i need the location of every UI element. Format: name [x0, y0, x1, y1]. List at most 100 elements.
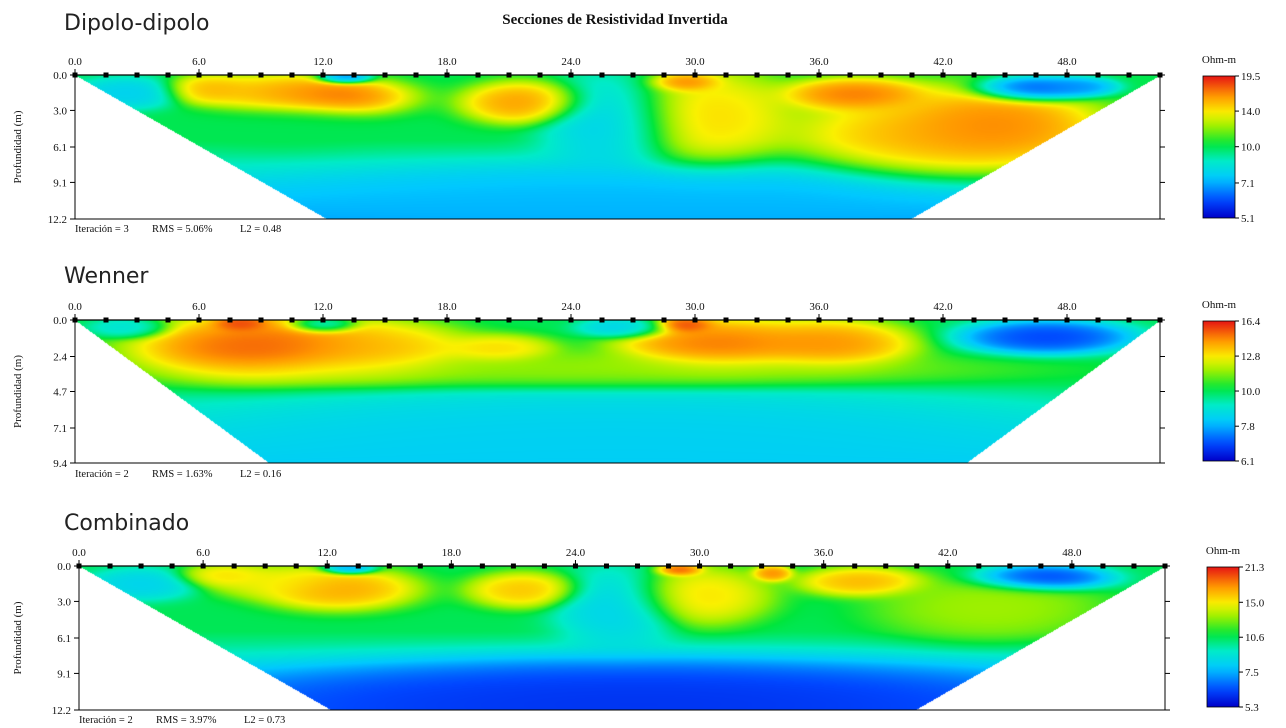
- colorbar-tick-label: 10.0: [1241, 142, 1261, 154]
- electrode-marker: [1126, 72, 1132, 78]
- y-tick-label: 9.1: [53, 177, 67, 189]
- electrode-marker: [790, 563, 796, 569]
- colorbar-tick-label: 6.1: [1241, 456, 1255, 468]
- x-tick-label: 36.0: [809, 56, 829, 68]
- electrode-marker: [1007, 563, 1013, 569]
- rms-text: RMS = 1.63%: [152, 469, 213, 480]
- l2-text: L2 = 0.16: [240, 469, 281, 480]
- electrode-marker: [506, 317, 512, 323]
- electrode-marker: [661, 317, 667, 323]
- rms-text: RMS = 3.97%: [156, 715, 217, 726]
- x-tick-label: 24.0: [566, 547, 586, 559]
- colorbar-tick-label: 10.6: [1245, 632, 1265, 644]
- l2-text: L2 = 0.73: [244, 715, 285, 726]
- electrode-marker: [417, 563, 423, 569]
- y-tick-label: 0.0: [57, 561, 71, 573]
- electrode-marker: [541, 563, 547, 569]
- electrode-marker: [258, 317, 264, 323]
- electrode-marker: [351, 72, 357, 78]
- electrode-marker: [103, 317, 109, 323]
- electrode-marker: [537, 72, 543, 78]
- iteration-text: Iteración = 2: [79, 715, 133, 726]
- x-tick-label: 24.0: [561, 301, 581, 313]
- section-title: Combinado: [64, 511, 189, 536]
- colorbar-tick-label: 14.0: [1241, 106, 1261, 118]
- electrode-marker: [754, 317, 760, 323]
- electrode-marker: [878, 317, 884, 323]
- electrode-marker: [1033, 72, 1039, 78]
- x-tick-label: 48.0: [1057, 301, 1077, 313]
- electrode-marker: [138, 563, 144, 569]
- colorbar-tick-label: 7.1: [1241, 178, 1255, 190]
- colorbar-tick-label: 7.5: [1245, 667, 1259, 679]
- y-axis-label: Profundidad (m): [12, 601, 24, 674]
- x-tick-label: 30.0: [685, 56, 705, 68]
- iteration-text: Iteración = 3: [75, 224, 129, 235]
- electrode-marker: [169, 563, 175, 569]
- electrode-marker: [475, 72, 481, 78]
- electrode-marker: [227, 317, 233, 323]
- y-tick-label: 12.2: [52, 705, 71, 717]
- x-tick-label: 6.0: [196, 547, 210, 559]
- rms-text: RMS = 5.06%: [152, 224, 213, 235]
- electrode-marker: [754, 72, 760, 78]
- x-tick-label: 0.0: [68, 56, 82, 68]
- electrode-marker: [1126, 317, 1132, 323]
- resistivity-section-heatmap: [75, 75, 1160, 219]
- y-tick-label: 9.4: [53, 458, 67, 470]
- electrode-marker: [475, 317, 481, 323]
- x-tick-label: 18.0: [437, 301, 457, 313]
- electrode-marker: [847, 317, 853, 323]
- colorbar-unit: Ohm-m: [1202, 54, 1237, 66]
- x-tick-label: 18.0: [442, 547, 462, 559]
- electrode-marker: [914, 563, 920, 569]
- electrode-marker: [103, 72, 109, 78]
- electrode-marker: [413, 72, 419, 78]
- electrode-marker: [728, 563, 734, 569]
- electrode-marker: [1002, 72, 1008, 78]
- x-tick-label: 48.0: [1062, 547, 1082, 559]
- y-tick-label: 9.1: [57, 668, 71, 680]
- electrode-marker: [976, 563, 982, 569]
- electrode-marker: [661, 72, 667, 78]
- colorbar-tick-label: 10.0: [1241, 386, 1261, 398]
- colorbar-unit: Ohm-m: [1202, 299, 1237, 311]
- electrode-marker: [382, 317, 388, 323]
- electrode-marker: [289, 72, 295, 78]
- electrode-marker: [382, 72, 388, 78]
- electrode-marker: [666, 563, 672, 569]
- electrode-marker: [479, 563, 485, 569]
- y-tick-label: 3.0: [53, 105, 67, 117]
- electrode-marker: [909, 317, 915, 323]
- electrode-marker: [165, 72, 171, 78]
- figure-title: Secciones de Resistividad Invertida: [502, 12, 728, 28]
- electrode-marker: [413, 317, 419, 323]
- resistivity-section-heatmap: [75, 320, 1160, 463]
- y-tick-label: 2.4: [53, 352, 67, 364]
- colorbar-tick-label: 21.3: [1245, 562, 1265, 574]
- electrode-marker: [971, 72, 977, 78]
- x-tick-label: 12.0: [313, 56, 333, 68]
- electrode-marker: [351, 317, 357, 323]
- electrode-marker: [1002, 317, 1008, 323]
- electrode-marker: [1100, 563, 1106, 569]
- colorbar-tick-label: 7.8: [1241, 421, 1255, 433]
- colorbar-tick-label: 15.0: [1245, 597, 1265, 609]
- electrode-marker: [258, 72, 264, 78]
- section-panel: Combinado 0.0 6.0 12.0 18.0 24.0 30.0 36.0 42.0 4…: [12, 511, 1265, 726]
- section-title: Dipolo-dipolo: [64, 11, 209, 36]
- electrode-marker: [630, 317, 636, 323]
- colorbar-tick-label: 5.3: [1245, 702, 1259, 714]
- x-tick-label: 36.0: [814, 547, 834, 559]
- x-tick-label: 6.0: [192, 56, 206, 68]
- electrode-marker: [1131, 563, 1137, 569]
- y-tick-label: 6.1: [53, 142, 67, 154]
- electrode-marker: [847, 72, 853, 78]
- colorbar-tick-label: 5.1: [1241, 213, 1255, 225]
- y-tick-label: 0.0: [53, 315, 67, 327]
- electrode-marker: [262, 563, 268, 569]
- x-tick-label: 30.0: [685, 301, 705, 313]
- electrode-marker: [883, 563, 889, 569]
- y-tick-label: 7.1: [53, 423, 67, 435]
